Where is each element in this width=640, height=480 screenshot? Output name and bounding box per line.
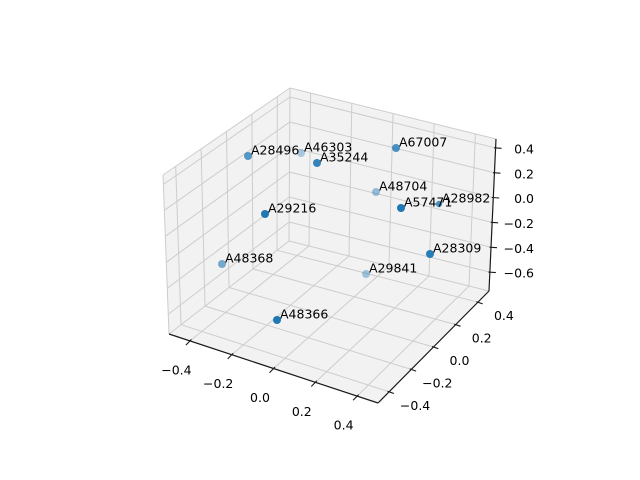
data-point-label: A28982 xyxy=(442,191,490,206)
gridline-floor-y xyxy=(252,268,456,326)
x-tick-label: −0.2 xyxy=(203,376,233,391)
gridline-floor-y xyxy=(180,324,390,393)
y-tick-mark xyxy=(476,301,483,305)
z-tick-mark xyxy=(488,271,496,274)
data-point-label: A29841 xyxy=(369,261,417,276)
z-tick-label: −0.6 xyxy=(504,266,534,281)
gridline-floor-y xyxy=(204,305,412,370)
pane-floor xyxy=(169,241,489,403)
pane-left-wall xyxy=(163,88,290,334)
pane-right-wall xyxy=(289,88,496,291)
gridline-rightwall-z xyxy=(289,171,493,223)
pane-edge xyxy=(288,87,291,242)
data-point-marker xyxy=(273,316,281,324)
data-point-label: A29216 xyxy=(268,201,316,216)
gridline-rightwall-x xyxy=(468,133,476,287)
x-tick-mark xyxy=(185,339,192,346)
z-tick-mark xyxy=(492,172,501,174)
z-tick-label: 0.4 xyxy=(514,141,534,156)
y-tick-mark xyxy=(409,368,417,372)
data-point-label: A57471 xyxy=(404,195,452,210)
data-point-label: A28309 xyxy=(433,241,481,256)
data-point-marker xyxy=(372,188,380,196)
data-point-marker xyxy=(244,152,252,160)
data-point-marker xyxy=(392,144,400,152)
data-point-label: A35244 xyxy=(320,150,368,165)
gridline-rightwall-x xyxy=(388,113,394,267)
z-tick-label: −0.4 xyxy=(504,241,534,256)
gridline-rightwall-x xyxy=(348,103,353,257)
data-point-marker xyxy=(397,204,405,212)
gridline-rightwall-z xyxy=(289,196,492,248)
z-tick-label: 0.0 xyxy=(514,191,534,206)
y-tick-mark xyxy=(431,345,439,350)
x-tick-label: 0.4 xyxy=(334,418,354,433)
data-point-marker xyxy=(313,159,321,167)
y-tick-label: −0.2 xyxy=(422,375,452,390)
y-tick-label: 0.2 xyxy=(472,331,492,346)
x-tick-label: 0.2 xyxy=(292,404,312,419)
x-tick-mark xyxy=(269,366,276,374)
z-tick-mark xyxy=(489,246,498,249)
x-tick-mark xyxy=(227,352,234,360)
data-point-marker xyxy=(362,270,370,278)
gridline-leftwall-z xyxy=(166,196,290,289)
data-point-label: A46303 xyxy=(304,140,352,155)
y-tick-mark xyxy=(387,390,395,395)
x-tick-mark xyxy=(352,394,359,401)
data-point-marker xyxy=(261,210,269,218)
data-point-label: A28496 xyxy=(251,143,299,158)
data-point-label: A48704 xyxy=(379,179,427,194)
data-point-label: A48366 xyxy=(280,307,328,322)
gridline-leftwall-z xyxy=(167,221,290,315)
z-tick-label: 0.2 xyxy=(514,166,534,181)
y-tick-label: 0.4 xyxy=(494,308,514,323)
gridline-rightwall-x xyxy=(308,93,312,247)
z-axis-spine xyxy=(488,138,497,292)
x-tick-mark xyxy=(310,380,318,387)
pane-edge xyxy=(162,174,170,335)
data-point-marker xyxy=(435,200,443,208)
gridline-rightwall-z xyxy=(289,96,496,149)
data-point-marker xyxy=(218,260,226,268)
z-tick-mark xyxy=(494,147,502,149)
gridline-rightwall-z xyxy=(289,146,494,199)
gridline-rightwall-z xyxy=(289,221,490,273)
gridline-floor-y xyxy=(276,249,479,303)
y-tick-mark xyxy=(454,323,461,327)
y-tick-label: −0.4 xyxy=(400,398,430,413)
z-tick-label: −0.2 xyxy=(504,216,534,231)
gridline-leftwall-y xyxy=(226,131,230,288)
z-tick-mark xyxy=(491,196,500,199)
data-point-label: A67007 xyxy=(399,135,447,150)
data-point-label: A48368 xyxy=(225,251,273,266)
gridline-floor-y xyxy=(228,287,434,348)
gridline-leftwall-y xyxy=(251,114,254,269)
x-tick-label: −0.4 xyxy=(161,362,191,377)
data-point-marker xyxy=(297,149,305,157)
x-tick-label: 0.0 xyxy=(250,390,270,405)
gridline-leftwall-z xyxy=(164,121,291,211)
gridline-leftwall-y xyxy=(200,148,206,307)
y-tick-label: 0.0 xyxy=(450,353,470,368)
gridline-leftwall-y xyxy=(175,166,182,325)
data-point-marker xyxy=(426,250,434,258)
gridline-leftwall-z xyxy=(165,146,290,237)
z-tick-mark xyxy=(490,221,499,224)
gridline-leftwall-z xyxy=(163,96,291,185)
gridline-leftwall-z xyxy=(165,171,290,263)
